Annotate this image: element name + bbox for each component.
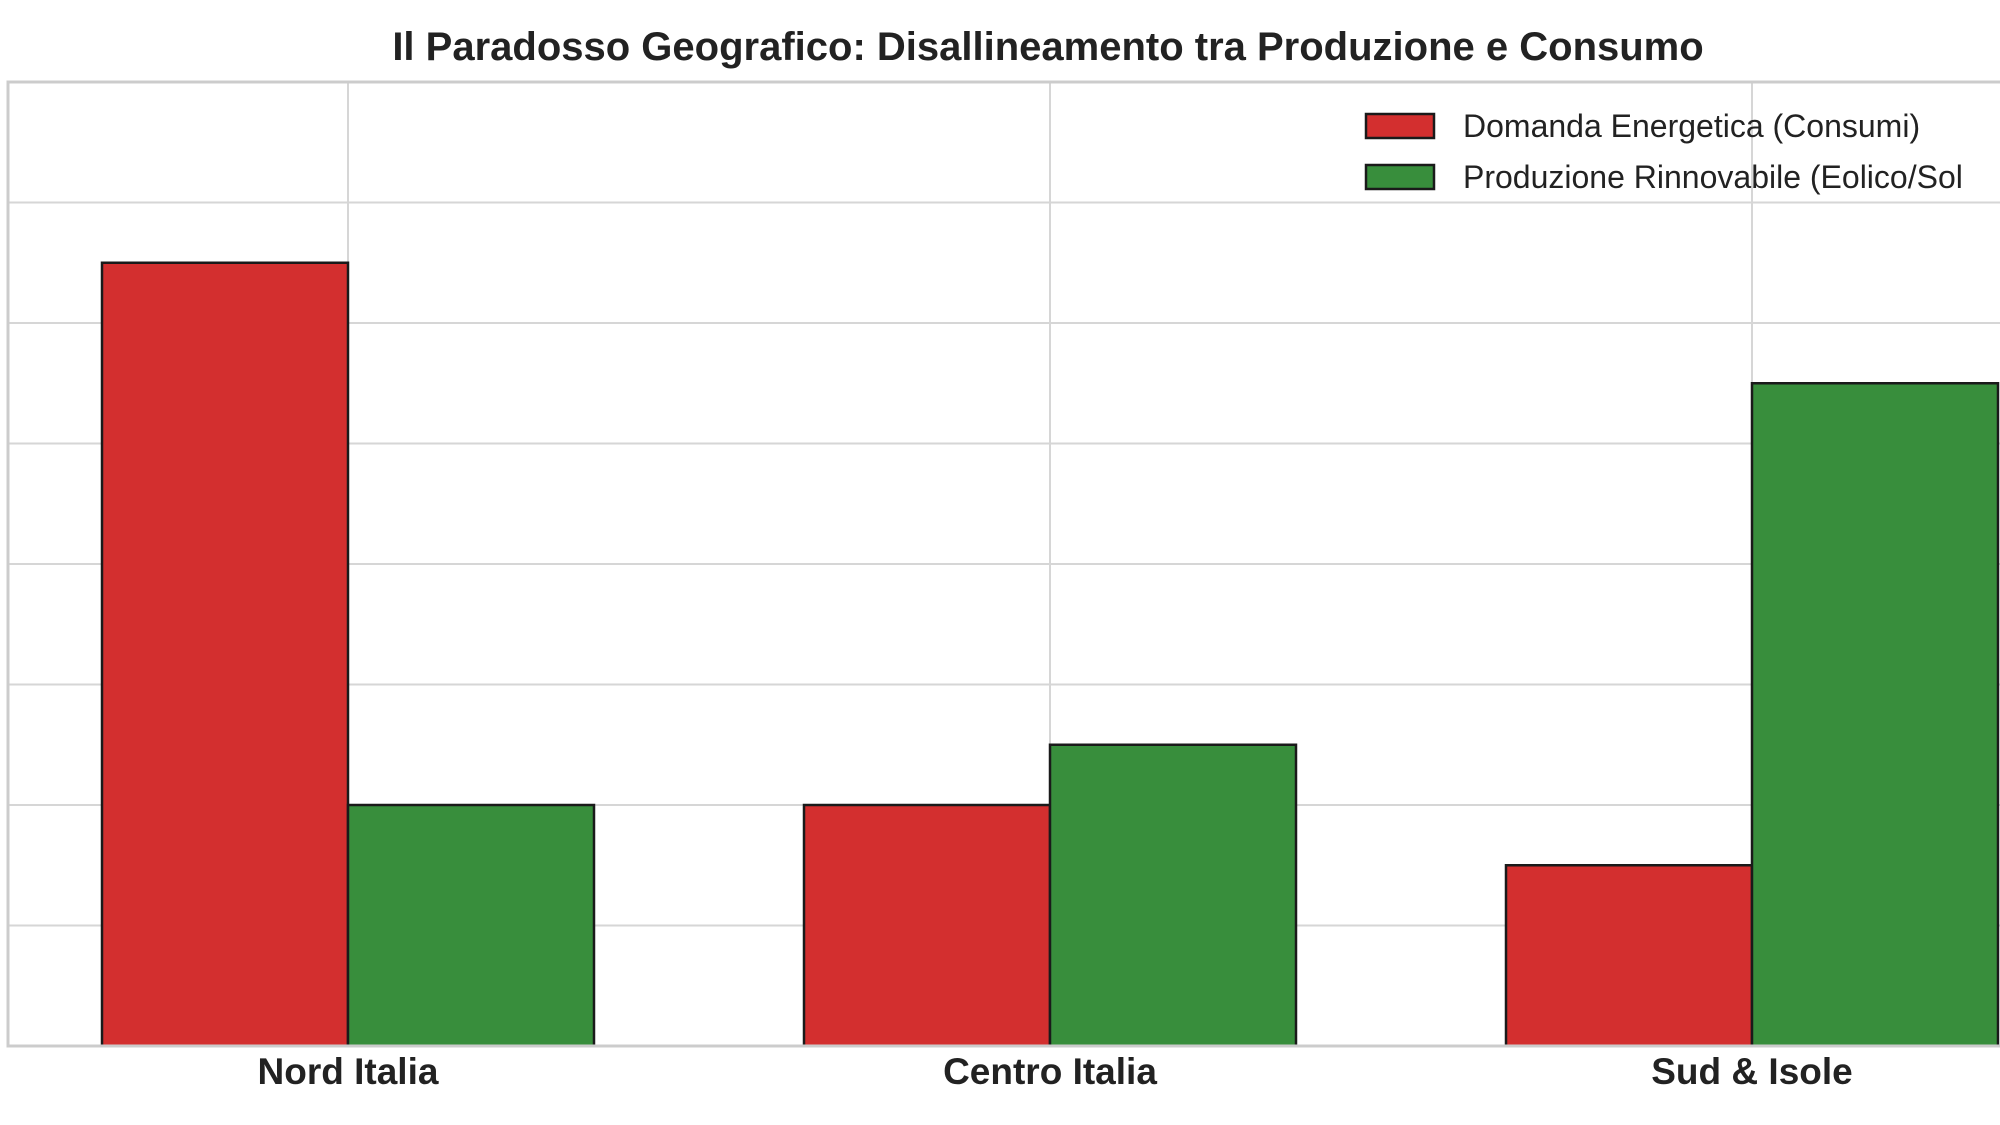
legend-label: Produzione Rinnovabile (Eolico/Sol bbox=[1463, 159, 1963, 195]
legend-swatch bbox=[1364, 112, 1436, 140]
plot-frame bbox=[6, 80, 2000, 1048]
chart-title: Il Paradosso Geografico: Disallineamento… bbox=[392, 25, 1703, 69]
x-tick-label: Centro Italia bbox=[943, 1051, 1157, 1092]
legend: Domanda Energetica (Consumi) Produzione R… bbox=[1364, 108, 1963, 195]
bar-domanda-2 bbox=[1504, 864, 1754, 1048]
bar-domanda-1 bbox=[802, 803, 1052, 1048]
x-tick-labels: Nord Italia Centro Italia Sud & Isole bbox=[258, 1051, 1853, 1092]
x-tick-label: Sud & Isole bbox=[1651, 1051, 1852, 1092]
legend-label: Domanda Energetica (Consumi) bbox=[1463, 108, 1920, 144]
bar-produzione-0 bbox=[346, 803, 596, 1048]
bar-domanda-0 bbox=[100, 261, 350, 1048]
bar-produzione-1 bbox=[1048, 743, 1298, 1048]
x-tick-label: Nord Italia bbox=[258, 1051, 439, 1092]
bar-produzione-2 bbox=[1750, 382, 2000, 1048]
legend-swatch bbox=[1364, 163, 1436, 191]
